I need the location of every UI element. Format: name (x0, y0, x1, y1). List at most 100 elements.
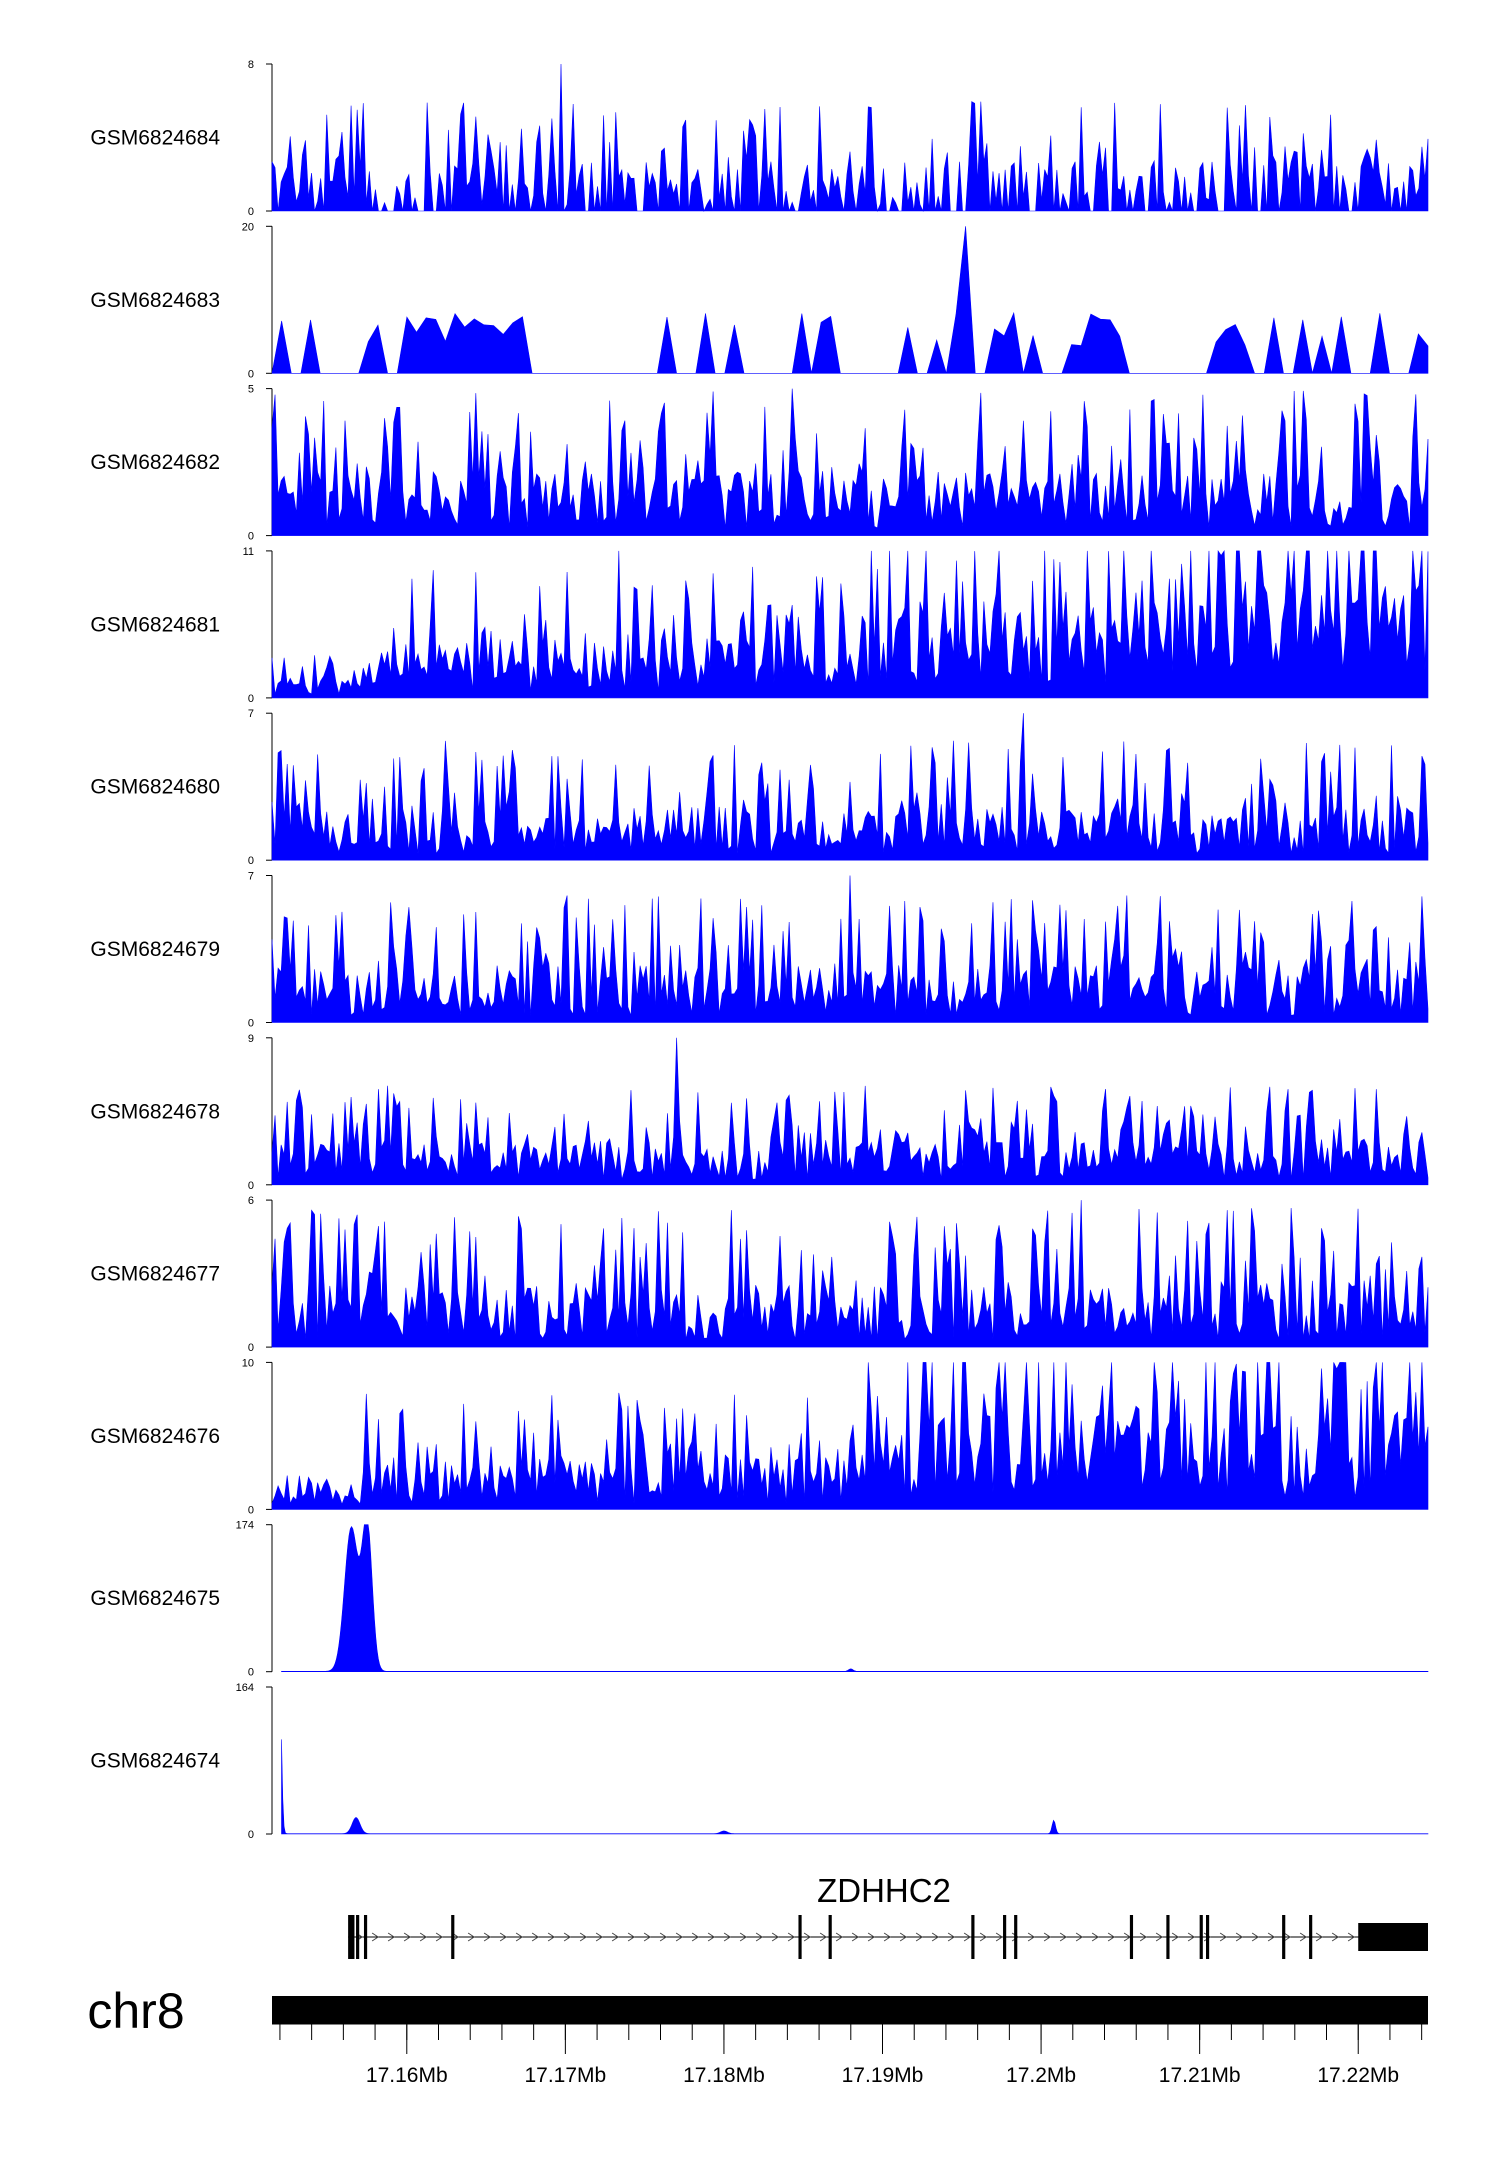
strand-arrow (1235, 1932, 1244, 1942)
gene-exon (1358, 1923, 1428, 1951)
track-GSM6824674: GSM6824674 164 0 (90, 1682, 1429, 1841)
gene-exon (1129, 1915, 1134, 1959)
track-label: GSM6824682 (90, 451, 220, 474)
gene-exon (451, 1915, 455, 1959)
strand-arrow (1251, 1932, 1260, 1942)
y-tick-label-min: 0 (248, 1829, 254, 1841)
strand-arrow (835, 1932, 844, 1942)
track-GSM6824682: GSM6824682 5 0 (90, 384, 1429, 543)
track-label: GSM6824683 (90, 289, 220, 312)
track-GSM6824677: GSM6824677 6 0 (90, 1195, 1429, 1354)
strand-arrow (419, 1932, 428, 1942)
signal-area (271, 1362, 1429, 1510)
track-label: GSM6824680 (90, 776, 220, 799)
y-tick-label-min: 0 (248, 531, 254, 543)
x-tick-label: 17.2Mb (1006, 2064, 1076, 2087)
gene-exon (363, 1915, 368, 1959)
strand-arrow (915, 1932, 924, 1942)
signal-area (271, 388, 1429, 536)
strand-arrow (707, 1932, 716, 1942)
strand-arrow (627, 1932, 636, 1942)
signal-area (271, 713, 1429, 861)
strand-arrow (1299, 1932, 1308, 1942)
strand-arrow (499, 1932, 508, 1942)
chromosome-track: chr8 (87, 1983, 1428, 2039)
gene-name-label: ZDHHC2 (817, 1872, 951, 1909)
track-GSM6824684: GSM6824684 8 0 (90, 59, 1429, 218)
gene-exon (356, 1915, 360, 1959)
strand-arrow (931, 1932, 940, 1942)
strand-arrow (1347, 1932, 1356, 1942)
track-label: GSM6824678 (90, 1100, 220, 1123)
x-tick-label: 17.16Mb (366, 2064, 448, 2087)
signal-area (271, 63, 1429, 213)
gene-exon (348, 1915, 355, 1959)
gene-exon (1309, 1915, 1313, 1959)
track-label: GSM6824674 (90, 1750, 220, 1773)
strand-arrow (1219, 1932, 1228, 1942)
gene-track: ZDHHC2 (348, 1872, 1428, 1959)
strand-arrow (739, 1932, 748, 1942)
gene-exon (971, 1915, 975, 1959)
y-tick-label-max: 7 (248, 708, 254, 720)
track-label: GSM6824676 (90, 1425, 220, 1448)
y-tick-label-min: 0 (248, 206, 254, 218)
genomic-x-axis: 17.16Mb 17.17Mb 17.18Mb 17.19Mb 17.2Mb 17.21M… (272, 2023, 1428, 2087)
strand-arrow (787, 1932, 796, 1942)
strand-arrow (1027, 1932, 1036, 1942)
signal-area (271, 1200, 1429, 1348)
strand-arrow (1187, 1932, 1196, 1942)
x-tick-label: 17.17Mb (524, 2064, 606, 2087)
strand-arrow (483, 1932, 492, 1942)
strand-arrow (435, 1932, 444, 1942)
strand-arrow (547, 1932, 556, 1942)
signal-area (281, 1524, 1429, 1672)
track-label: GSM6824684 (90, 127, 220, 150)
y-tick-label-min: 0 (248, 1667, 254, 1679)
strand-arrow (387, 1932, 396, 1942)
strand-arrow (867, 1932, 876, 1942)
y-tick-label-min: 0 (248, 1180, 254, 1192)
gene-exon (1166, 1915, 1170, 1959)
strand-arrow (947, 1932, 956, 1942)
strand-arrow (563, 1932, 572, 1942)
track-GSM6824681: GSM6824681 11 0 (90, 546, 1429, 705)
y-tick-label-max: 7 (248, 871, 254, 883)
strand-arrow (1043, 1932, 1052, 1942)
x-tick-label: 17.22Mb (1317, 2064, 1399, 2087)
strand-arrow (611, 1932, 620, 1942)
strand-arrow (755, 1932, 764, 1942)
strand-arrow (899, 1932, 908, 1942)
strand-arrow (995, 1932, 1004, 1942)
track-GSM6824683: GSM6824683 20 0 (90, 221, 1429, 380)
y-tick-label-min: 0 (248, 1018, 254, 1030)
strand-arrow (515, 1932, 524, 1942)
chromosome-bar (272, 1996, 1428, 2024)
y-tick-label-min: 0 (248, 693, 254, 705)
strand-arrow (643, 1932, 652, 1942)
strand-arrow (403, 1932, 412, 1942)
signal-area (271, 875, 1429, 1023)
signal-area (271, 549, 1429, 699)
track-GSM6824679: GSM6824679 7 0 (90, 871, 1429, 1030)
y-tick-label-min: 0 (248, 1342, 254, 1354)
y-tick-label-max: 164 (236, 1682, 254, 1694)
strand-arrow (1283, 1932, 1292, 1942)
y-tick-label-max: 5 (248, 384, 254, 396)
strand-arrow (531, 1932, 540, 1942)
y-tick-label-min: 0 (248, 1504, 254, 1516)
strand-arrow (883, 1932, 892, 1942)
y-tick-label-max: 8 (248, 59, 254, 71)
y-tick-label-max: 11 (243, 546, 254, 558)
strand-arrow (691, 1932, 700, 1942)
gene-exon (798, 1915, 802, 1959)
track-GSM6824675: GSM6824675 174 0 (90, 1520, 1429, 1679)
y-tick-label-max: 9 (248, 1033, 254, 1045)
track-GSM6824676: GSM6824676 10 0 (90, 1357, 1429, 1516)
gene-exon (1003, 1915, 1007, 1959)
gene-exon (1199, 1915, 1203, 1959)
y-tick-label-max: 6 (248, 1195, 254, 1207)
track-label: GSM6824675 (90, 1587, 220, 1610)
gene-exon (1014, 1915, 1018, 1959)
